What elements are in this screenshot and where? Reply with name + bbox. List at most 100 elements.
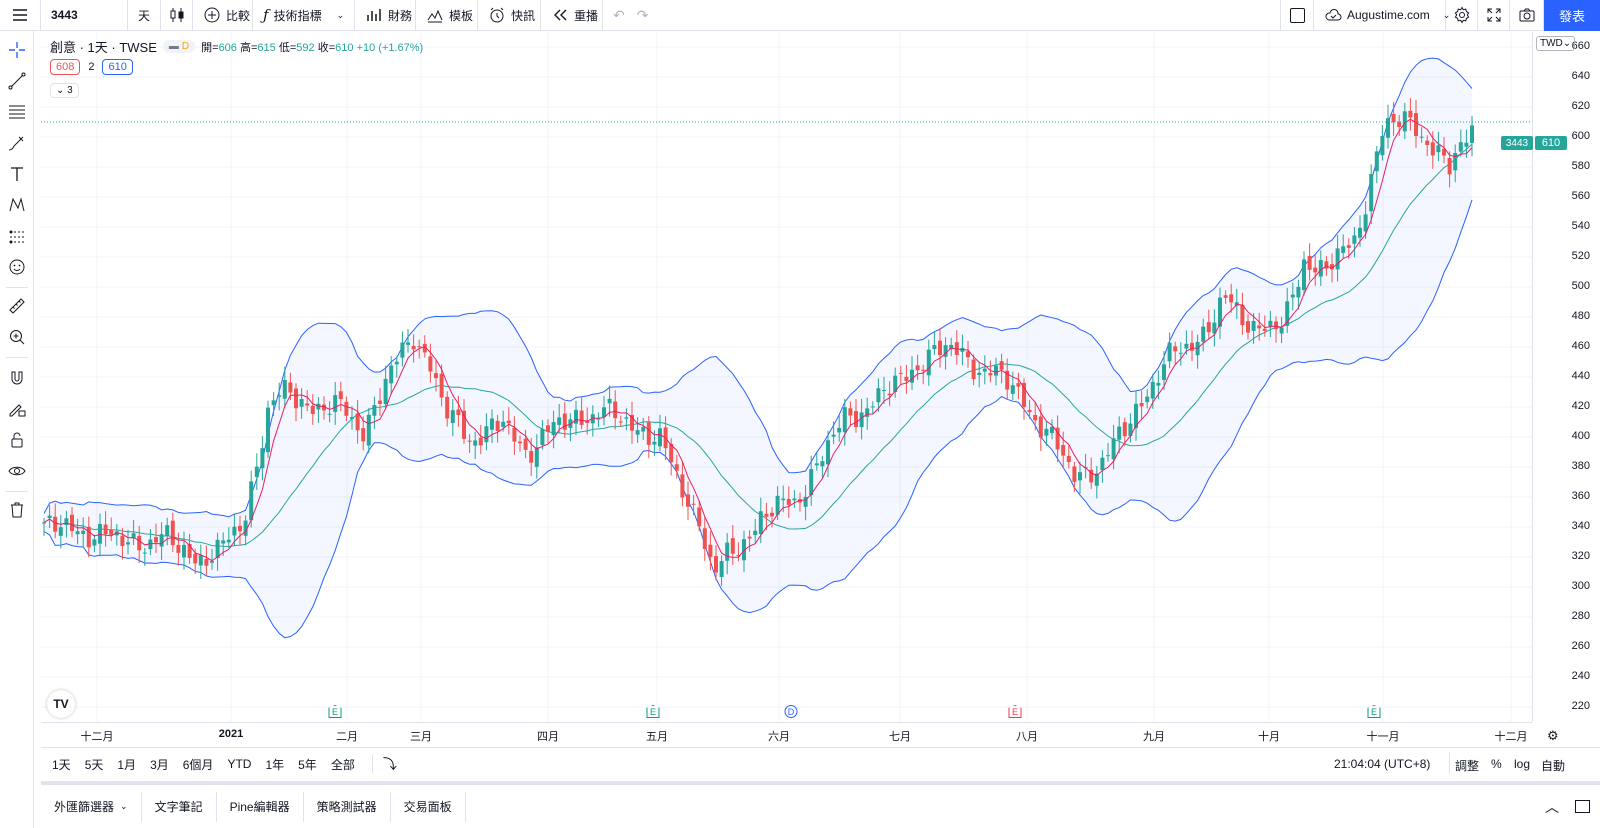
candle-body — [1016, 383, 1021, 387]
tab-strategy-tester[interactable]: 策略測試器 — [304, 791, 391, 822]
tradingview-logo[interactable]: TV — [47, 690, 75, 718]
templates-button[interactable]: 模板 — [416, 0, 478, 31]
axis-settings-icon[interactable]: ⚙ — [1547, 728, 1559, 743]
tab-text-notes[interactable]: 文字筆記 — [142, 791, 217, 822]
lock-tool[interactable] — [6, 429, 28, 451]
chevron-up-icon[interactable]: ︿ — [1545, 798, 1559, 815]
candle-body — [1436, 145, 1441, 153]
time-axis[interactable]: 十二月 2021 二月 三月 四月 五月 六月 七月 八月 九月 十月 十一月 十二月 — [41, 722, 1532, 746]
financials-label: 財務 — [388, 8, 413, 23]
range-button[interactable]: 1年 — [265, 757, 285, 772]
candle-body — [215, 539, 220, 558]
range-button[interactable]: 5天 — [84, 757, 104, 772]
log-toggle[interactable]: log — [1514, 757, 1531, 771]
price-chart[interactable] — [41, 32, 1532, 722]
candle-body — [842, 407, 847, 433]
indicator-value-blue[interactable]: 610 — [102, 59, 133, 75]
price-tick-label: 660 — [1571, 40, 1590, 52]
hide-tool[interactable] — [6, 460, 28, 482]
candle-body — [854, 411, 858, 428]
undo-icon[interactable]: ↶ — [613, 6, 625, 23]
candle-body — [999, 361, 1004, 370]
candle-body — [1234, 302, 1239, 306]
maximize-panel-icon[interactable] — [1575, 800, 1590, 813]
magnet-tool[interactable] — [6, 367, 28, 389]
menu-button[interactable] — [0, 0, 41, 31]
event-marker[interactable]: D — [784, 705, 798, 718]
indicators-collapse-button[interactable]: ⌄ 3 — [50, 83, 79, 98]
candle-body — [344, 401, 349, 416]
goto-date-icon[interactable]: ⤵ — [382, 756, 397, 772]
alerts-button[interactable]: 快訊 — [478, 0, 541, 31]
candle-body — [1206, 322, 1211, 333]
auto-toggle[interactable]: 自動 — [1541, 759, 1566, 773]
indicator-value-red[interactable]: 608 — [50, 59, 81, 75]
event-marker[interactable]: E — [646, 705, 660, 718]
clock[interactable]: 21:04:04 (UTC+8) — [1334, 757, 1431, 771]
candle-body — [1408, 110, 1413, 118]
event-marker[interactable]: E — [328, 705, 342, 718]
fullscreen-select-button[interactable] — [1280, 0, 1314, 31]
candle-body — [792, 498, 797, 501]
market-status-badge[interactable]: ▬ D — [162, 40, 196, 53]
candle-body — [1251, 321, 1256, 331]
replay-button[interactable]: 重播 — [541, 0, 603, 31]
trendline-icon — [8, 72, 26, 90]
candle-body — [803, 496, 808, 507]
zoom-tool[interactable] — [6, 326, 28, 348]
tab-forex-screener[interactable]: 外匯篩選器 ⌄ — [41, 791, 142, 822]
candle-body — [394, 361, 399, 365]
time-tick-label: 十二月 — [80, 731, 114, 743]
settings-button[interactable] — [1446, 0, 1478, 31]
brush-tool[interactable] — [6, 132, 28, 154]
stay-drawing-tool[interactable] — [6, 398, 28, 420]
publish-button[interactable]: 發表 — [1544, 0, 1600, 31]
currency-selector[interactable]: TWD⌄ — [1536, 36, 1576, 51]
layout-menu[interactable]: Augustime.com ⌄ — [1314, 0, 1450, 31]
crosshair-tool[interactable] — [6, 39, 28, 61]
open-value: 606 — [218, 41, 237, 54]
range-button[interactable]: 3月 — [150, 757, 169, 772]
range-button[interactable]: 1天 — [52, 757, 71, 772]
redo-icon[interactable]: ↷ — [636, 6, 649, 23]
fullscreen-button[interactable] — [1478, 0, 1510, 31]
event-marker[interactable]: E — [1367, 705, 1381, 718]
range-button[interactable]: YTD — [227, 757, 252, 771]
symbol-search[interactable]: 3443 — [41, 0, 128, 31]
pattern-tool[interactable] — [6, 194, 28, 216]
time-tick-label: 十二月 — [1494, 731, 1528, 743]
percent-toggle[interactable]: % — [1491, 757, 1502, 771]
price-axis[interactable]: 660 640 620 600 580 560 540 520 500 480 460 440 420 4… — [1532, 32, 1600, 722]
candle-body — [1150, 381, 1155, 399]
ruler-tool[interactable] — [6, 295, 28, 317]
chevron-down-icon: ⌄ — [56, 85, 65, 96]
snapshot-button[interactable] — [1510, 0, 1544, 31]
candle-body — [193, 553, 198, 564]
tab-pine-editor[interactable]: Pine編輯器 — [217, 791, 304, 822]
candle-body — [170, 520, 175, 546]
range-button[interactable]: 1月 — [117, 757, 137, 772]
chart-style-button[interactable] — [161, 0, 193, 31]
interval-button[interactable]: 天 — [128, 0, 161, 31]
candle-body — [1128, 423, 1133, 436]
compare-button[interactable]: 比較 — [193, 0, 253, 31]
text-tool[interactable] — [6, 163, 28, 185]
tab-label: 外匯篩選器 — [54, 800, 115, 814]
event-marker[interactable]: E — [1008, 705, 1022, 718]
trendline-tool[interactable] — [6, 70, 28, 92]
adjust-toggle[interactable]: 調整 — [1455, 759, 1480, 773]
delete-tool[interactable] — [6, 499, 28, 521]
icons-tool[interactable] — [6, 256, 28, 278]
range-button[interactable]: 6個月 — [182, 757, 214, 772]
tab-trading-panel[interactable]: 交易面板 — [391, 791, 466, 822]
range-button[interactable]: 全部 — [330, 757, 355, 772]
zoom-in-icon — [10, 330, 25, 345]
financials-button[interactable]: 財務 — [355, 0, 416, 31]
prediction-tool[interactable] — [6, 225, 28, 247]
indicators-button[interactable]: ƒ 技術指標 ⌄ — [253, 0, 355, 31]
fib-tool[interactable] — [6, 101, 28, 123]
candle-body — [798, 499, 802, 503]
cloud-check-icon — [1324, 5, 1342, 25]
candle-body — [450, 410, 455, 424]
range-button[interactable]: 5年 — [298, 757, 317, 772]
